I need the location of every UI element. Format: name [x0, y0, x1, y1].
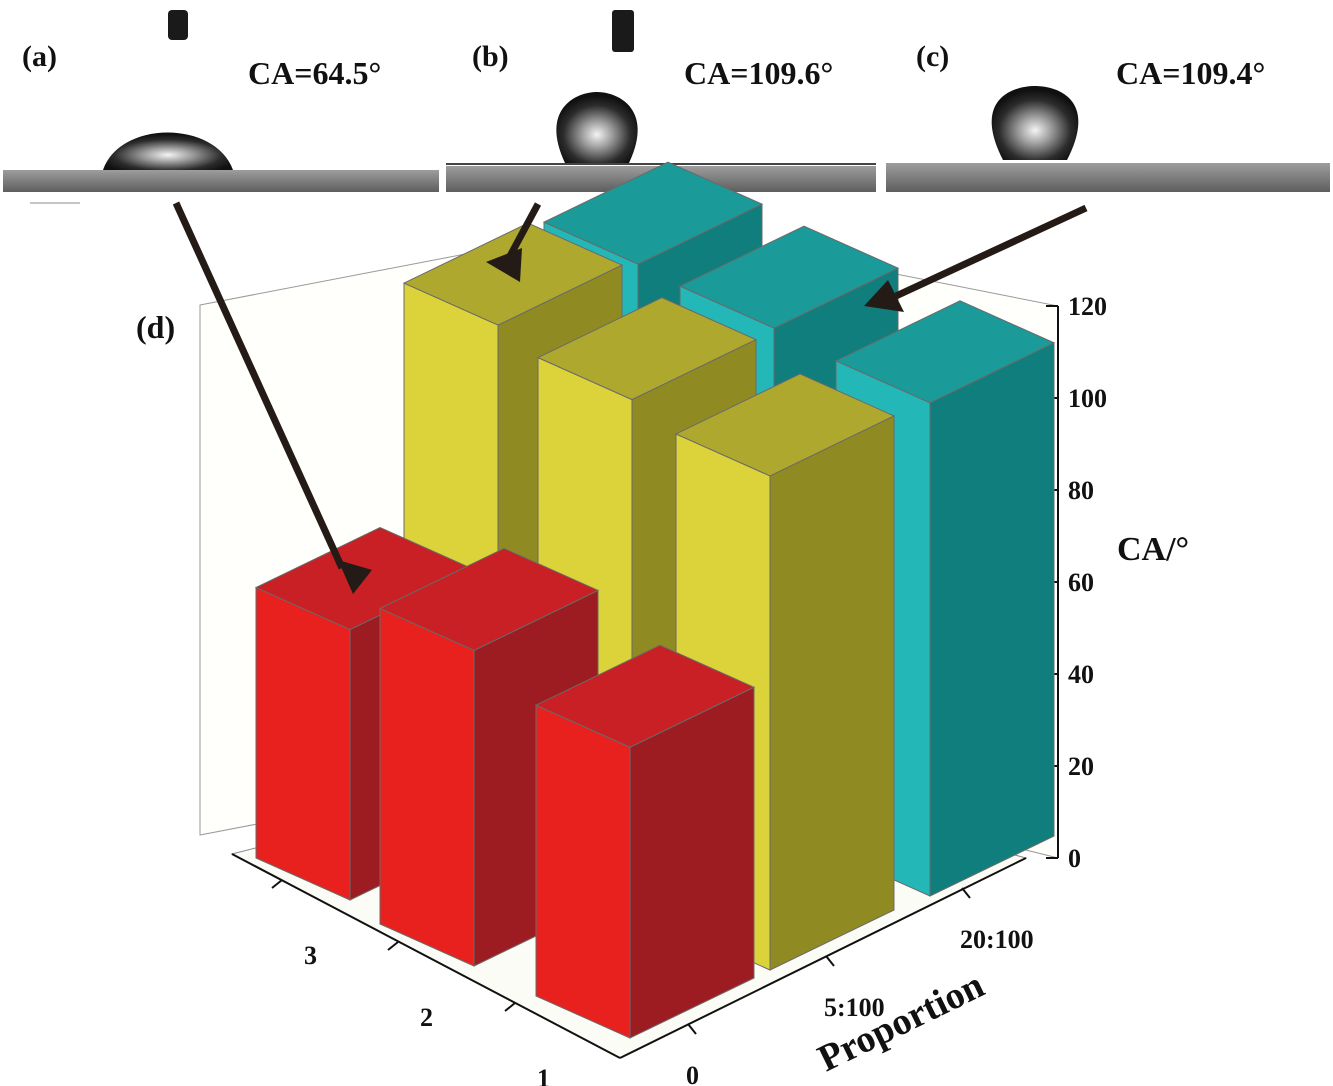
proportion-tick-mark [687, 1023, 697, 1035]
arrow-b-head [486, 248, 522, 282]
panel-label-b: (b) [472, 40, 509, 73]
droplet-photo-a: (a) CA=64.5° [3, 10, 439, 204]
panel-label-a: (a) [22, 40, 57, 73]
droplet-a [103, 132, 233, 170]
sample-tick-mark [504, 1002, 516, 1012]
z-tick-label: 100 [1068, 384, 1107, 413]
bar-front-face [255, 586, 351, 901]
z-tick-label: 60 [1068, 568, 1094, 597]
z-tick-label: 120 [1068, 292, 1107, 321]
proportion-tick-label: 5:100 [824, 993, 885, 1022]
bar-front-face [535, 704, 631, 1039]
chart-3d: (d) 0 20 40 60 80 100 120 CA/° 1 2 3 0 5:100 20:10… [136, 161, 1189, 1086]
proportion-tick-mark [961, 887, 971, 899]
bar-side-face [929, 342, 1055, 897]
arrow-c-head [864, 280, 904, 312]
bar-front-face [379, 607, 475, 967]
bar-side-face [769, 415, 895, 971]
droplet-b [556, 92, 638, 163]
bar-top-face [674, 373, 896, 477]
arrow-c-shaft [894, 204, 1088, 300]
panel-label-c: (c) [916, 40, 949, 73]
proportion-tick-label: 0 [686, 1061, 699, 1086]
bar-top-face [834, 300, 1056, 404]
sample-tick-label: 2 [420, 1003, 433, 1032]
z-tick-label: 20 [1068, 752, 1094, 781]
contact-angle-b: CA=109.6° [684, 55, 833, 91]
bar-top-face [378, 547, 600, 651]
pointer-arrows [172, 201, 1088, 594]
needle-b [612, 10, 634, 52]
z-tick-label: 0 [1068, 844, 1081, 873]
contact-angle-a: CA=64.5° [248, 55, 381, 91]
contact-angle-c: CA=109.4° [1116, 55, 1265, 91]
needle-a [168, 10, 188, 40]
bars [254, 161, 1056, 1039]
proportion-axis-ticks: 0 5:100 20:100 [686, 887, 1034, 1086]
sample-tick-mark [271, 879, 283, 889]
arrow-b-shaft [506, 202, 542, 258]
bar-p0-s0 [534, 644, 756, 1039]
proportion-tick-mark [825, 955, 835, 967]
proportion-axis-title: Proportion [812, 964, 991, 1080]
chart-label-d: (d) [136, 309, 175, 345]
substrate-a [3, 170, 439, 192]
sample-axis-ticks: 1 2 3 [271, 879, 550, 1086]
bar-top-face [542, 161, 764, 265]
bar-side-face [629, 686, 755, 1039]
substrate-c [886, 163, 1330, 192]
z-axis-title: CA/° [1117, 531, 1189, 568]
bar-top-face [534, 644, 756, 748]
z-axis-ticks: 0 20 40 60 80 100 120 [1046, 292, 1107, 873]
sample-axis [231, 853, 621, 1059]
bar-top-face [678, 225, 900, 329]
arrow-a-head [338, 560, 372, 594]
droplet-photo-c: (c) CA=109.4° [886, 40, 1330, 192]
z-tick-label: 40 [1068, 660, 1094, 689]
arrow-a-shaft [172, 201, 346, 570]
z-tick-label: 80 [1068, 476, 1094, 505]
droplet-photo-b: (b) CA=109.6° [446, 10, 876, 192]
sample-tick-mark [387, 941, 399, 951]
droplet-c [991, 86, 1079, 160]
sample-tick-label: 3 [304, 941, 317, 970]
sample-tick-label: 1 [537, 1064, 550, 1086]
proportion-tick-label: 20:100 [960, 925, 1034, 954]
bar-top-face [536, 297, 758, 401]
